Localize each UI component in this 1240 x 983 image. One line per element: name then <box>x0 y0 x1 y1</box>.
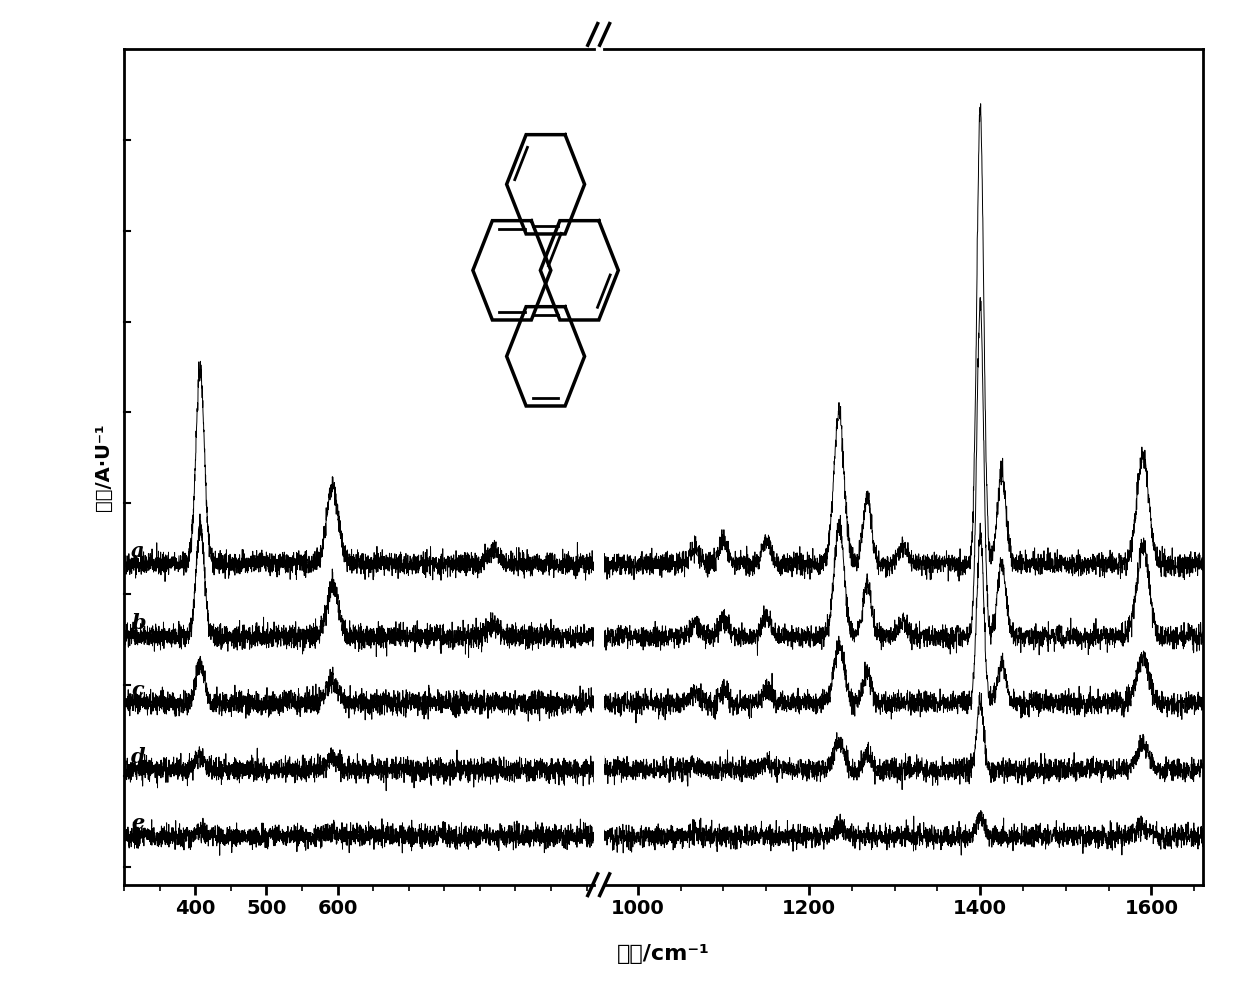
Y-axis label: 强度/A·U⁻¹: 强度/A·U⁻¹ <box>94 423 113 511</box>
Text: 波数/cm⁻¹: 波数/cm⁻¹ <box>618 944 709 963</box>
Text: b: b <box>131 613 146 633</box>
Text: a: a <box>131 541 145 560</box>
Text: d: d <box>131 747 146 767</box>
Text: e: e <box>131 813 144 834</box>
Text: c: c <box>131 680 144 700</box>
